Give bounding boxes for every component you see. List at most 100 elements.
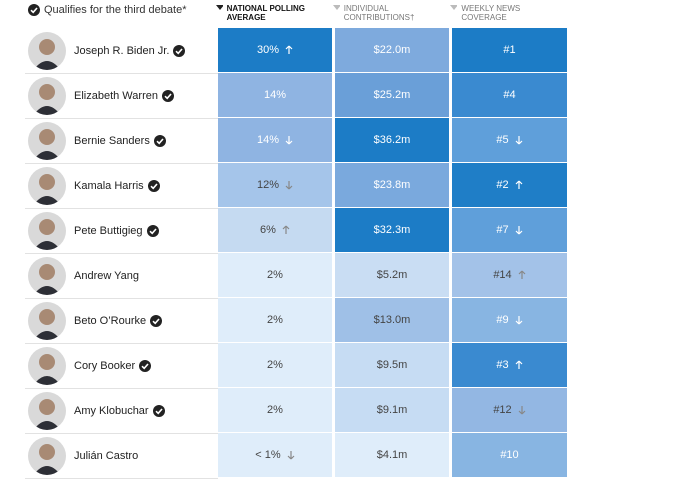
data-cell: $23.8m <box>335 163 449 207</box>
trend-arrow <box>285 136 293 145</box>
photo-silhouette <box>33 443 61 475</box>
cell-text: #7 <box>496 224 509 236</box>
cell-text: #2 <box>496 179 509 191</box>
candidate-name: Elizabeth Warren <box>74 89 174 102</box>
cell-text: 2% <box>267 269 283 281</box>
data-cell: #9 <box>452 298 567 342</box>
trend-arrow <box>515 360 523 369</box>
cell-text: $4.1m <box>376 449 408 461</box>
photo-silhouette <box>33 353 61 385</box>
candidate-photo <box>28 211 66 250</box>
candidate-row: Amy Klobuchar <box>25 388 218 434</box>
data-cell: #2 <box>452 163 567 207</box>
candidate-name: Beto O’Rourke <box>74 314 163 327</box>
sort-icon <box>333 5 340 10</box>
candidate-row: Kamala Harris <box>25 163 218 209</box>
data-cell: 2% <box>218 298 332 342</box>
sort-icon <box>450 5 458 10</box>
name-text: Andrew Yang <box>74 269 140 282</box>
photo-silhouette <box>33 38 61 70</box>
trend-arrow <box>515 180 523 189</box>
candidate-photo <box>28 301 66 340</box>
data-cell: #10 <box>452 433 567 477</box>
trend-arrow <box>515 316 523 325</box>
qualifies-check <box>173 44 186 57</box>
data-cell: #14 <box>452 253 567 297</box>
candidate-photo <box>28 31 66 70</box>
candidate-name: Bernie Sanders <box>74 134 166 147</box>
cell-text: $9.5m <box>376 359 408 371</box>
data-cell: #12 <box>452 388 567 432</box>
cell-text: 14% <box>263 89 287 101</box>
cell-text: $22.0m <box>373 44 411 56</box>
data-cell: 30% <box>218 28 332 72</box>
data-cell: $32.3m <box>335 208 449 252</box>
data-cell: #3 <box>452 343 567 387</box>
column-label: NATIONAL POLLING AVERAGE <box>226 4 306 22</box>
data-cell: 6% <box>218 208 332 252</box>
cell-text: #12 <box>493 404 512 416</box>
candidate-name: Julián Castro <box>74 450 138 462</box>
candidate-photo <box>28 346 66 385</box>
cell-text: $32.3m <box>373 224 411 236</box>
candidate-row: Pete Buttigieg <box>25 208 218 254</box>
cell-text: $5.2m <box>376 269 408 281</box>
candidate-photo <box>28 391 66 430</box>
cell-text: #9 <box>496 314 509 326</box>
candidate-name: Joseph R. Biden Jr. <box>74 44 186 57</box>
candidate-name: Pete Buttigieg <box>74 224 159 237</box>
name-text: Kamala Harris <box>74 179 144 192</box>
candidate-photo <box>28 256 66 295</box>
data-cell: 2% <box>218 388 332 432</box>
name-text: Julián Castro <box>74 449 139 462</box>
qualifies-check <box>161 89 174 102</box>
candidate-row: Elizabeth Warren <box>25 73 218 119</box>
cell-text: $9.1m <box>376 404 408 416</box>
candidate-photo <box>28 121 66 160</box>
photo-silhouette <box>33 173 61 205</box>
column-label: INDIVIDUAL CONTRIBUTIONS† <box>343 4 415 22</box>
candidate-photo <box>28 436 66 475</box>
cell-text: 6% <box>260 224 276 236</box>
cell-text: #5 <box>496 134 509 146</box>
candidate-row: Bernie Sanders <box>25 118 218 164</box>
trend-arrow <box>515 136 523 145</box>
data-cell: $22.0m <box>335 28 449 72</box>
data-cell: #1 <box>452 28 567 72</box>
cell-text: $25.2m <box>373 89 411 101</box>
photo-silhouette <box>33 398 61 430</box>
name-text: Bernie Sanders <box>74 134 150 147</box>
column-header: WEEKLY NEWS COVERAGE <box>450 4 560 22</box>
name-text: Cory Booker <box>74 359 136 372</box>
qualifies-check <box>150 314 163 327</box>
data-cell: 14% <box>218 118 332 162</box>
name-text: Pete Buttigieg <box>74 224 143 237</box>
photo-silhouette <box>33 263 61 295</box>
candidate-name: Kamala Harris <box>74 179 160 192</box>
cell-text: #10 <box>500 449 519 461</box>
sort-icon <box>216 5 223 10</box>
data-cell: 2% <box>218 253 332 297</box>
qualifies-check <box>139 359 152 372</box>
photo-silhouette <box>33 218 61 250</box>
data-cell: 2% <box>218 343 332 387</box>
candidate-photo <box>28 166 66 205</box>
cell-text: 2% <box>267 404 283 416</box>
cell-text: #14 <box>493 269 512 281</box>
cell-text: #4 <box>503 89 516 101</box>
candidate-row: Cory Booker <box>25 343 218 389</box>
data-cell: #5 <box>452 118 567 162</box>
candidate-row: Andrew Yang <box>25 253 218 299</box>
legend-text: Qualifies for the third debate* <box>44 4 187 16</box>
data-cell: < 1% <box>218 433 332 477</box>
cell-text: 30% <box>256 44 280 56</box>
cell-text: #3 <box>496 359 509 371</box>
trend-arrow <box>518 406 526 415</box>
data-cell: $9.5m <box>335 343 449 387</box>
candidate-name: Andrew Yang <box>74 270 139 282</box>
cell-text: 2% <box>267 359 283 371</box>
trend-arrow <box>287 451 295 460</box>
column-header: NATIONAL POLLING AVERAGE <box>216 4 326 22</box>
data-cell: #4 <box>452 73 567 117</box>
